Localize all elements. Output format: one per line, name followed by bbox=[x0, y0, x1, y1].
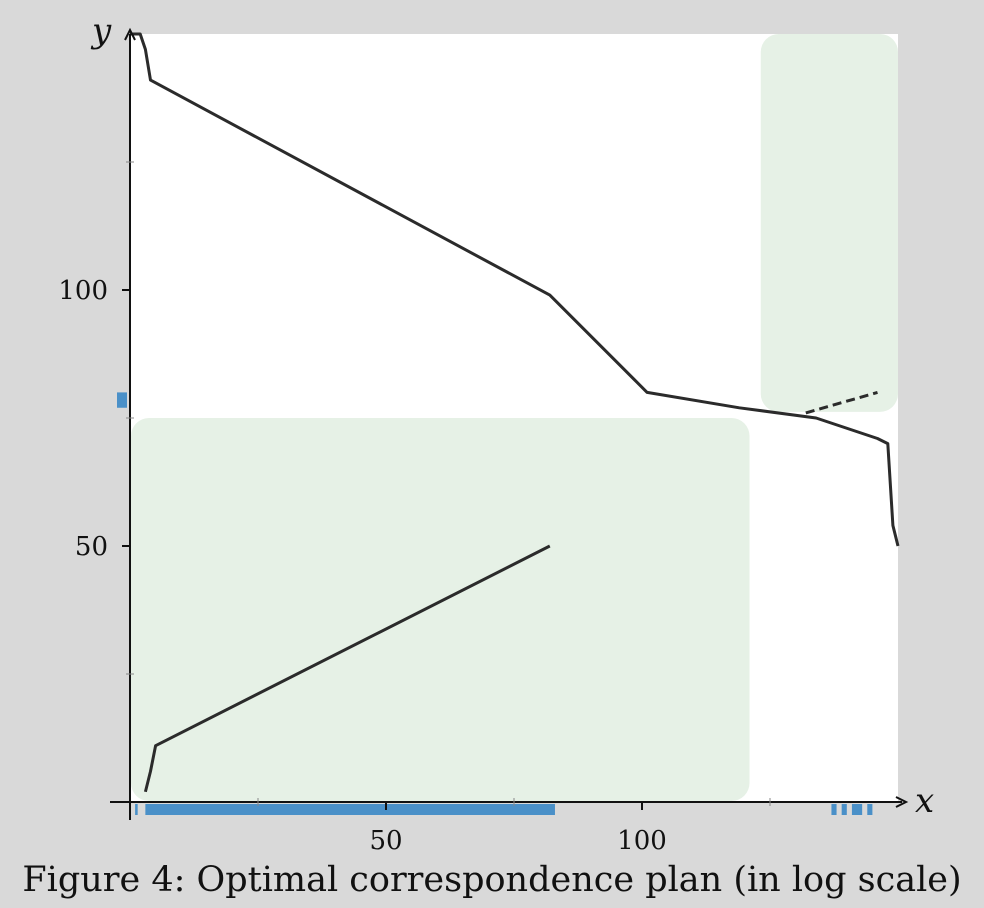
y-axis-label: y bbox=[90, 11, 112, 51]
x-marginal-bar-5 bbox=[851, 804, 863, 815]
y-axis-arrow bbox=[124, 27, 136, 41]
background-region-1 bbox=[131, 418, 750, 801]
series-group bbox=[130, 32, 900, 793]
background-region-2 bbox=[760, 34, 898, 412]
x-tick-label: 100 bbox=[617, 826, 667, 856]
x-axis-label: x bbox=[915, 781, 934, 821]
series-line-1 bbox=[130, 32, 900, 547]
y-marginal-bar-1 bbox=[117, 392, 127, 408]
x-tick-label: 50 bbox=[369, 826, 402, 856]
x-marginal-bar-4 bbox=[841, 804, 847, 815]
background-regions bbox=[131, 34, 898, 801]
x-marginal-bar-3 bbox=[831, 804, 837, 815]
x-axis-arrow bbox=[895, 796, 909, 808]
y-tick-label: 50 bbox=[75, 532, 108, 562]
y-tick-label: 100 bbox=[58, 276, 108, 306]
x-marginal-bar-2 bbox=[145, 804, 555, 815]
marginal-bars bbox=[117, 392, 873, 815]
x-marginal-bar-6 bbox=[867, 804, 873, 815]
figure-caption: Figure 4: Optimal correspondence plan (i… bbox=[22, 860, 962, 900]
series-line-2 bbox=[143, 544, 551, 793]
x-marginal-bar-1 bbox=[135, 804, 138, 815]
ticks: 50 100 50 100 bbox=[58, 161, 771, 856]
series-line-3 bbox=[805, 390, 878, 415]
